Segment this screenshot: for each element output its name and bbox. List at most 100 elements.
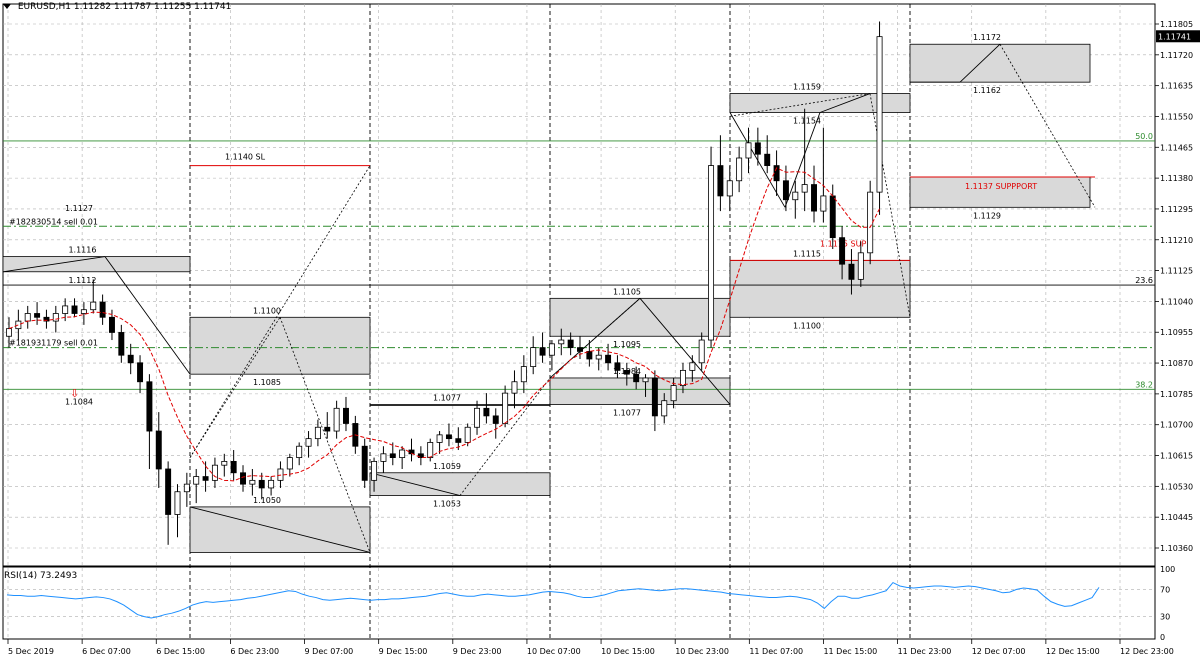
candle-body: [230, 460, 237, 474]
zone-top-label: 1.1159: [793, 83, 821, 92]
price-tick-label: 1.10785: [1160, 390, 1193, 399]
time-tick-label: 12 Dec 15:00: [1046, 647, 1100, 656]
structure-line: [189, 506, 371, 553]
time-tick-label: 12 Dec 07:00: [972, 647, 1026, 656]
candle-body: [15, 320, 22, 330]
price-tick-label: 1.10360: [1160, 544, 1193, 553]
time-tick-label: 5 Dec 2019: [8, 647, 54, 656]
candle-body: [343, 407, 349, 424]
structure-line: [959, 43, 1001, 83]
order-label: #181931179 sell 0.01: [9, 339, 98, 348]
candle-body: [389, 453, 396, 459]
candle-body: [530, 347, 537, 367]
candle-body: [679, 369, 686, 386]
chart-header: EURUSD,H1 1.11282 1.11787 1.11255 1.1174…: [3, 2, 231, 12]
ohlc-values: 1.11282 1.11787 1.11255 1.11741: [73, 2, 232, 12]
candle-body: [857, 252, 864, 280]
candle-body: [829, 195, 836, 239]
price-tick-label: 1.10530: [1160, 482, 1193, 491]
candle-body: [52, 313, 59, 322]
time-tick-label: 6 Dec 07:00: [82, 647, 131, 656]
zone-top-label: 1.1116: [68, 246, 96, 255]
price-tick-label: 1.11635: [1160, 82, 1193, 91]
candle-body: [296, 445, 303, 459]
projection-line: [459, 377, 551, 496]
candle-body: [577, 347, 583, 352]
candle-body: [745, 142, 752, 159]
rsi-line: [6, 581, 1100, 619]
zone-bottom-label: 1.1112: [68, 276, 96, 285]
order-label: #182830514 sell 0.01: [9, 217, 98, 226]
candle-body: [474, 407, 481, 428]
candle-body: [492, 415, 499, 424]
candle-body: [567, 339, 574, 349]
rsi-level-label: 30: [1160, 613, 1170, 622]
price-tick-label: 1.11550: [1160, 112, 1193, 121]
candle-body: [511, 381, 518, 394]
candle-body: [127, 354, 134, 364]
candle-body: [24, 313, 31, 322]
candle-body: [726, 180, 733, 197]
candle-body: [764, 153, 771, 166]
candle-body: [483, 407, 490, 417]
collapse-arrow-icon[interactable]: [3, 4, 11, 9]
price-tick-label: 1.10700: [1160, 421, 1193, 430]
projection-line: [999, 44, 1096, 208]
candle-body: [268, 479, 275, 489]
level-label: 1.1127: [65, 204, 93, 213]
symbol-timeframe: EURUSD,H1: [17, 2, 71, 12]
candle-body: [62, 305, 69, 314]
projection-line: [279, 317, 371, 553]
candle-body: [558, 339, 565, 345]
price-tick-label: 1.11295: [1160, 205, 1193, 214]
candle-body: [240, 472, 246, 485]
zone-top-label: 1.1077: [433, 394, 461, 403]
candle-body: [417, 453, 424, 459]
candle-body: [464, 426, 471, 443]
time-tick-label: 10 Dec 23:00: [675, 647, 729, 656]
candle-body: [539, 347, 546, 356]
price-tick-label: 1.11720: [1160, 51, 1193, 60]
candle-body: [34, 313, 41, 318]
sl-label: 1.1140 SL: [225, 153, 266, 162]
candle-body: [221, 460, 228, 466]
candle-body: [249, 479, 256, 485]
price-tick-label: 1.11380: [1160, 174, 1193, 183]
candle-body: [43, 316, 50, 322]
candle-body: [137, 362, 144, 383]
candle-body: [867, 191, 874, 254]
candle-body: [445, 434, 452, 440]
candle-body: [399, 449, 406, 459]
candle-body: [689, 362, 696, 371]
zone-top-label: 1.1100: [253, 306, 281, 315]
time-tick-label: 9 Dec 23:00: [453, 647, 502, 656]
candle-body: [502, 392, 509, 424]
candle-body: [371, 460, 378, 481]
candle-body: [118, 332, 125, 356]
sr-zone: [909, 176, 1091, 208]
rsi-level-label: 70: [1160, 585, 1170, 594]
sr-zone: [549, 297, 731, 337]
candle-body: [455, 438, 462, 443]
rsi-panel-frame: [2, 566, 1156, 640]
candle-body: [71, 305, 78, 314]
structure-line: [2, 256, 106, 273]
candle-body: [333, 407, 340, 432]
sr-zone: [2, 256, 191, 273]
level-label: 1.1084: [65, 398, 93, 407]
time-tick-label: 9 Dec 07:00: [305, 647, 354, 656]
candle-body: [848, 263, 855, 280]
rsi-level-label: 0: [1160, 633, 1165, 642]
candle-body: [595, 354, 602, 360]
price-tick-label: 1.11040: [1160, 297, 1193, 306]
zone-top-label: 1.1115: [793, 249, 821, 258]
structure-line: [369, 472, 461, 496]
time-tick-label: 12 Dec 23:00: [1120, 647, 1174, 656]
candle-body: [839, 237, 846, 265]
price-tick-label: 1.10615: [1160, 452, 1193, 461]
current-price-tag: [1156, 30, 1200, 43]
time-tick-label: 11 Dec 07:00: [749, 647, 803, 656]
candle-body: [782, 180, 789, 201]
